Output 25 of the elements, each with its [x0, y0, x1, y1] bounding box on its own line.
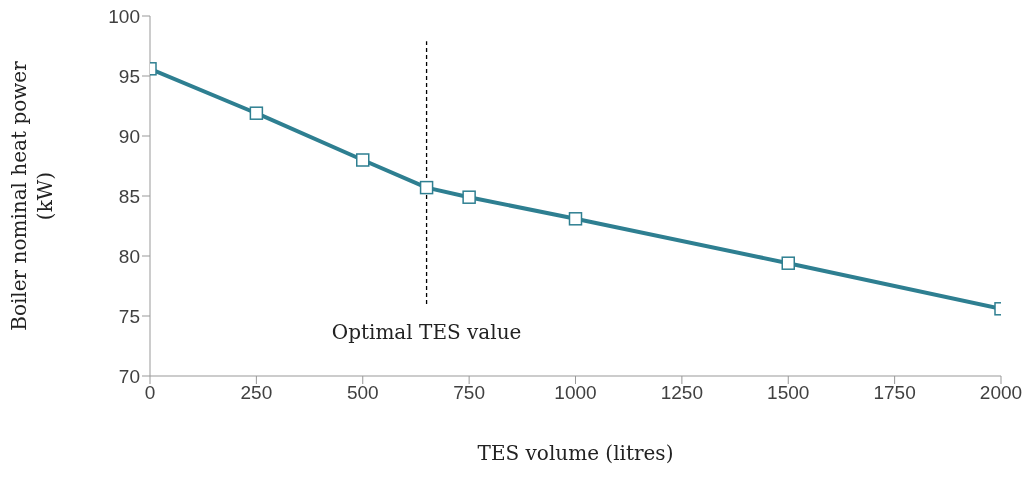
point: [462, 190, 476, 204]
y-tick-label: 95: [118, 65, 140, 87]
y-tick-label: 85: [118, 185, 140, 207]
x-axis-title: TES volume (litres): [477, 441, 674, 466]
x-tick-label: 750: [453, 382, 485, 404]
x-tick-label: 1500: [767, 382, 810, 404]
y-tick-label: 75: [118, 305, 140, 327]
x-tick-label: 2000: [979, 382, 1023, 404]
y-tick-label: 100: [108, 5, 140, 27]
x-tick-label: 1250: [660, 382, 704, 404]
x-tick-label: 0: [144, 382, 156, 404]
y-axis-title: Boiler nominal heat power (kW): [7, 60, 57, 331]
x-tick-label: 1750: [873, 382, 916, 404]
x-tick-label: 250: [240, 382, 273, 404]
ref-line-label: Optimal TES value: [331, 320, 522, 344]
y-tick-label: 70: [118, 365, 140, 387]
point: [568, 212, 583, 226]
y-tick-label: 90: [118, 125, 140, 147]
y-tick-label: 80: [118, 245, 140, 267]
x-tick-label: 1000: [554, 382, 597, 404]
point: [781, 256, 795, 270]
point: [249, 106, 264, 120]
point: [419, 180, 434, 195]
point: [356, 153, 370, 167]
x-tick-label: 500: [346, 382, 379, 404]
